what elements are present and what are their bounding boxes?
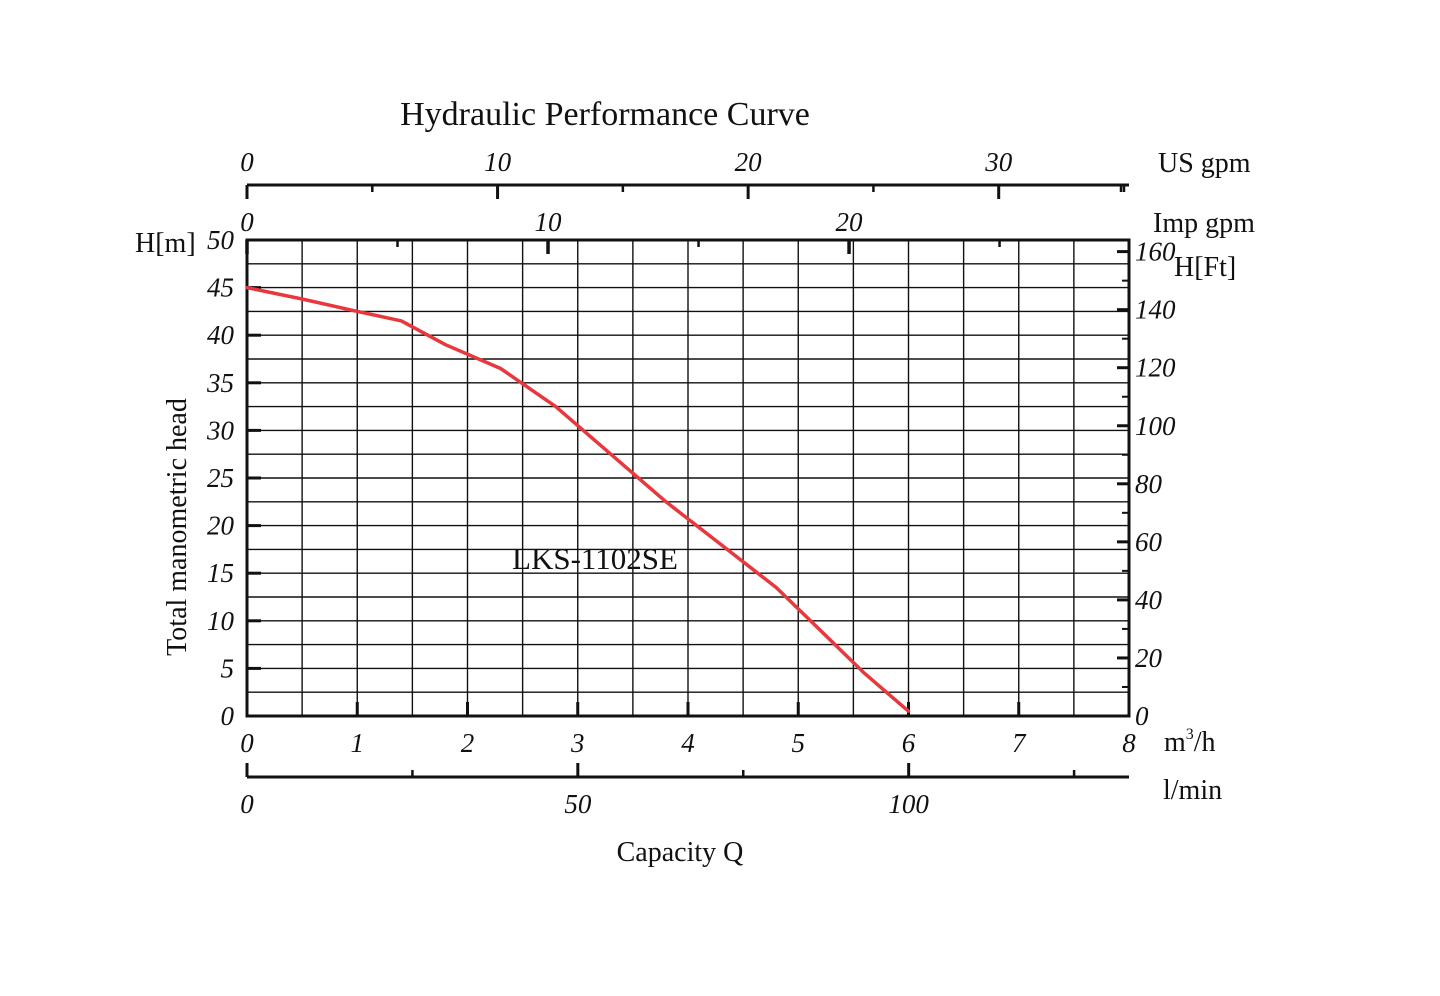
y-tick-label: 0 [221, 701, 235, 731]
lmin-unit-label: l/min [1163, 775, 1222, 806]
ft-tick-label: 40 [1135, 585, 1163, 615]
x-tick-label: 6 [902, 728, 916, 758]
lmin-tick-label: 50 [564, 789, 592, 819]
ft-axis-ticks: 0 20 40 60 80 100 120 140 160 [1117, 237, 1176, 731]
x-tick-label: 1 [351, 728, 365, 758]
imp-gpm-tick-label: 10 [535, 207, 563, 237]
y-tick-label: 30 [206, 415, 235, 445]
lmin-tick-label: 0 [240, 789, 254, 819]
imp-gpm-unit-label: Imp gpm [1153, 208, 1255, 239]
us-gpm-ticks: 0 10 20 30 [240, 147, 1126, 199]
lmin-ticks: 0 50 100 [240, 763, 1076, 819]
us-gpm-tick-label: 20 [735, 147, 763, 177]
ft-tick-label: 140 [1135, 295, 1176, 325]
ft-tick-label: 120 [1135, 353, 1176, 383]
series-lines [245, 285, 911, 713]
x-tick-label: 8 [1122, 728, 1136, 758]
y-tick-label: 15 [207, 558, 234, 588]
grid [247, 240, 1129, 716]
x-tick-label: 3 [570, 728, 585, 758]
y-unit-label: H[m] [135, 228, 196, 259]
model-annotation: LKS-1102SE [512, 541, 678, 576]
ft-tick-label: 160 [1135, 237, 1176, 267]
us-gpm-tick-label: 0 [240, 147, 254, 177]
x-tick-label: 7 [1012, 728, 1027, 758]
imp-gpm-ticks: 0 10 20 [240, 207, 1001, 254]
imp-gpm-tick-label: 0 [240, 207, 254, 237]
y-tick-label: 35 [206, 368, 234, 398]
ft-tick-label: 0 [1135, 701, 1149, 731]
x-axis-ticks: 0 1 2 3 4 5 6 7 8 [240, 702, 1136, 758]
series-line [245, 285, 911, 713]
x-tick-label: 2 [461, 728, 475, 758]
us-gpm-tick-label: 30 [984, 147, 1013, 177]
y-tick-label: 25 [207, 463, 234, 493]
y-tick-label: 50 [207, 225, 235, 255]
y-tick-label: 5 [221, 653, 235, 683]
x-tick-label: 5 [792, 728, 806, 758]
y-tick-label: 40 [207, 320, 235, 350]
x-tick-label: 0 [240, 728, 254, 758]
y-tick-label: 10 [207, 606, 235, 636]
us-gpm-tick-label: 10 [484, 147, 512, 177]
ft-tick-label: 100 [1135, 411, 1176, 441]
ft-tick-label: 80 [1135, 469, 1163, 499]
y-axis-label: Total manometric head [162, 398, 193, 656]
us-gpm-unit-label: US gpm [1158, 148, 1251, 179]
ft-tick-label: 20 [1135, 643, 1163, 673]
ft-tick-label: 60 [1135, 527, 1163, 557]
x-axis-label: Capacity Q [617, 837, 744, 868]
x-unit-label: m3/h [1164, 726, 1216, 758]
chart-title: Hydraulic Performance Curve [400, 96, 810, 133]
y-axis-ticks: 0 5 10 15 20 25 30 35 40 45 50 [206, 225, 261, 731]
y-tick-label: 45 [207, 273, 234, 303]
ft-unit-label: H[Ft] [1174, 252, 1236, 283]
x-tick-label: 4 [681, 728, 695, 758]
y-tick-label: 20 [207, 511, 235, 541]
lmin-tick-label: 100 [888, 789, 929, 819]
imp-gpm-tick-label: 20 [836, 207, 864, 237]
